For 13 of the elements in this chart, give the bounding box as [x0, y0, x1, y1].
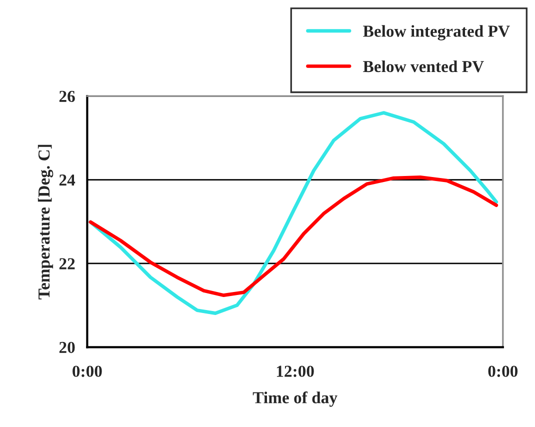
y-tick-label: 20	[59, 342, 75, 354]
x-tick-label: 0:00	[72, 366, 102, 378]
y-tick-label: 26	[59, 90, 75, 102]
x-axis-title: Time of day	[252, 391, 338, 407]
line-series	[88, 111, 498, 315]
y-tick-label: 24	[59, 174, 76, 186]
y-axis-title: Temperature [Deg. C]	[38, 144, 54, 300]
x-tick-label: 12:00	[276, 366, 314, 378]
line-series	[88, 176, 498, 297]
legend-label: Below integrated PV	[363, 25, 510, 40]
legend-label: Below vented PV	[363, 60, 484, 72]
y-tick-label: 22	[59, 258, 75, 270]
x-tick-label: 0:00	[488, 366, 518, 378]
